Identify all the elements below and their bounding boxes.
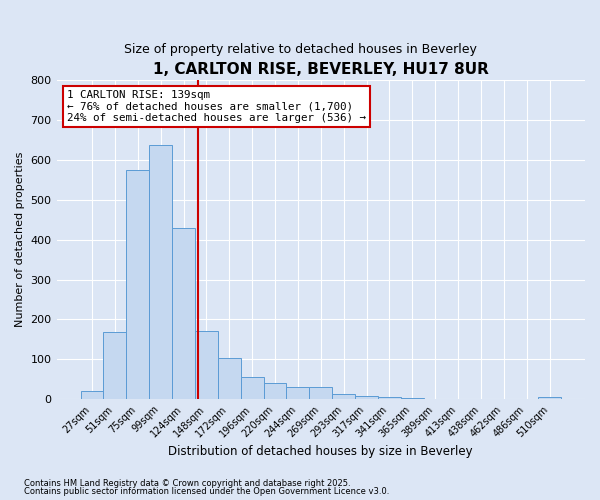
Y-axis label: Number of detached properties: Number of detached properties [15, 152, 25, 328]
Text: Size of property relative to detached houses in Beverley: Size of property relative to detached ho… [124, 42, 476, 56]
Bar [172, 228, 195, 399]
Bar [286, 387, 310, 399]
Bar [195, 332, 218, 399]
X-axis label: Distribution of detached houses by size in Beverley: Distribution of detached houses by size … [169, 444, 473, 458]
Bar [401, 398, 424, 399]
Bar [263, 383, 286, 399]
Bar [355, 396, 378, 399]
Bar [127, 170, 149, 399]
Bar [310, 387, 332, 399]
Bar [149, 144, 172, 399]
Bar [241, 377, 263, 399]
Bar [378, 397, 401, 399]
Text: 1 CARLTON RISE: 139sqm
← 76% of detached houses are smaller (1,700)
24% of semi-: 1 CARLTON RISE: 139sqm ← 76% of detached… [67, 90, 366, 123]
Text: Contains HM Land Registry data © Crown copyright and database right 2025.: Contains HM Land Registry data © Crown c… [24, 478, 350, 488]
Text: Contains public sector information licensed under the Open Government Licence v3: Contains public sector information licen… [24, 487, 389, 496]
Bar [103, 332, 127, 399]
Bar [538, 397, 561, 399]
Bar [80, 391, 103, 399]
Title: 1, CARLTON RISE, BEVERLEY, HU17 8UR: 1, CARLTON RISE, BEVERLEY, HU17 8UR [153, 62, 489, 78]
Bar [218, 358, 241, 399]
Bar [332, 394, 355, 399]
